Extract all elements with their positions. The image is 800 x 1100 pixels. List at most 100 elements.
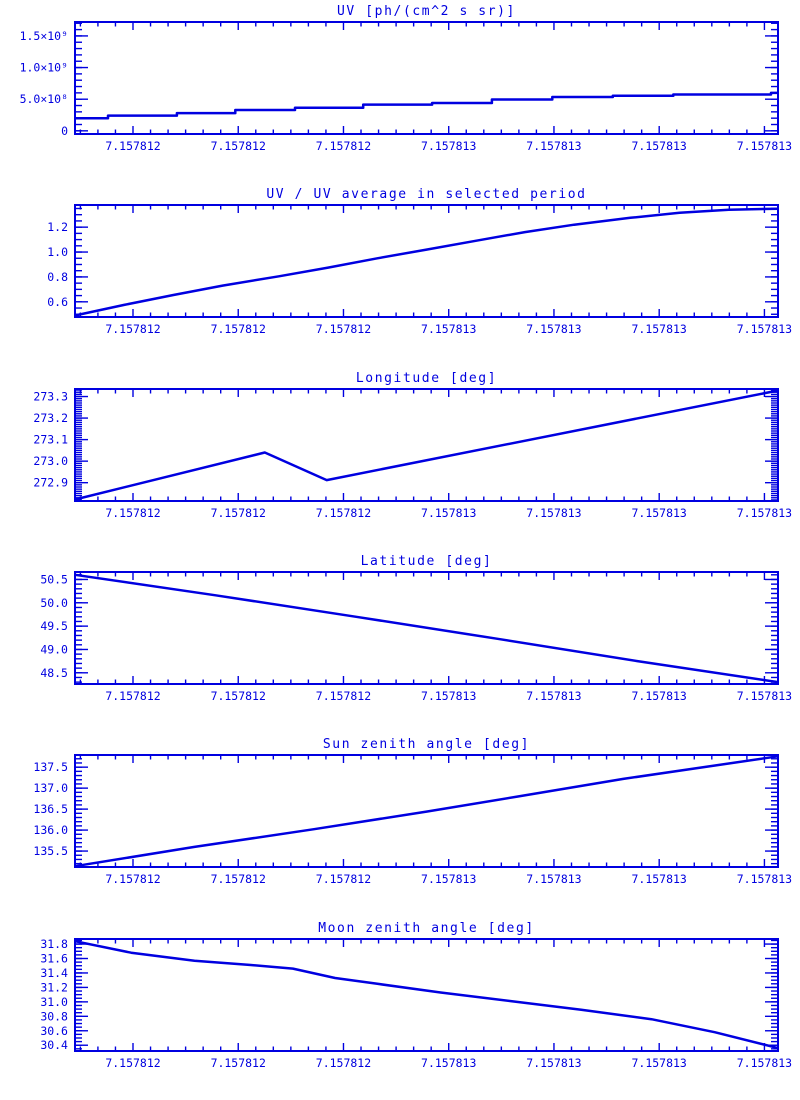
axes-frame bbox=[74, 204, 779, 319]
data-line bbox=[74, 388, 779, 501]
x-tick-label: 7.157813 bbox=[632, 506, 687, 520]
x-tick-label: 7.157813 bbox=[737, 1056, 792, 1070]
data-line bbox=[74, 207, 779, 318]
plot-title: Moon zenith angle [deg] bbox=[318, 921, 535, 936]
y-tick-label: 0.8 bbox=[47, 270, 68, 284]
x-tick-label: 7.157813 bbox=[737, 689, 792, 703]
plot-section-latitude: Latitude [deg] 48.5 49.0 49.5 50.0 50.5 7.1578… bbox=[0, 550, 800, 733]
plot-section-uv-ratio: UV / UV average in selected period 0.6 0.8… bbox=[0, 183, 800, 366]
x-tick-label: 7.157813 bbox=[421, 1056, 476, 1070]
x-tick-label: 7.157813 bbox=[526, 506, 581, 520]
x-tick-label: 7.157812 bbox=[211, 1056, 266, 1070]
y-tick-label: 1.0 bbox=[47, 245, 68, 259]
plot-section-sun-zenith: Sun zenith angle [deg] 135.5 136.0 136.5 137… bbox=[0, 733, 800, 916]
tick-marks bbox=[76, 389, 777, 501]
tick-marks bbox=[76, 939, 777, 1050]
y-tick-label: 1.5×10⁹ bbox=[20, 29, 68, 43]
plot-title: Latitude [deg] bbox=[361, 554, 493, 569]
x-tick-label: 7.157813 bbox=[737, 139, 792, 153]
x-tick-label: 7.157812 bbox=[211, 872, 266, 886]
tick-marks bbox=[76, 572, 777, 683]
x-tick-label: 7.157812 bbox=[105, 506, 160, 520]
x-tick-label: 7.157813 bbox=[737, 322, 792, 336]
y-tick-label: 31.6 bbox=[40, 951, 68, 965]
y-tick-label: 0 bbox=[61, 124, 68, 138]
x-tick-label: 7.157813 bbox=[421, 506, 476, 520]
x-tick-label: 7.157812 bbox=[211, 689, 266, 703]
data-line bbox=[74, 755, 779, 868]
y-tick-label: 30.6 bbox=[40, 1023, 68, 1037]
axes-frame bbox=[74, 754, 779, 869]
x-tick-label: 7.157813 bbox=[526, 139, 581, 153]
x-tick-label: 7.157812 bbox=[105, 1056, 160, 1070]
x-tick-label: 7.157812 bbox=[105, 139, 160, 153]
plot-section-longitude: Longitude [deg] 272.9 273.0 273.1 273.2 273.3… bbox=[0, 367, 800, 550]
x-tick-label: 7.157813 bbox=[632, 139, 687, 153]
x-tick-label: 7.157812 bbox=[316, 689, 371, 703]
y-tick-label: 136.0 bbox=[33, 823, 68, 837]
x-tick-label: 7.157813 bbox=[737, 872, 792, 886]
y-tick-label: 136.5 bbox=[33, 802, 68, 816]
y-tick-label: 273.2 bbox=[33, 411, 68, 425]
y-tick-label: 273.3 bbox=[33, 389, 68, 403]
uv-ratio-chart: UV / UV average in selected period 0.6 0.8… bbox=[47, 187, 792, 336]
y-tick-label: 31.2 bbox=[40, 980, 68, 994]
x-tick-label: 7.157813 bbox=[526, 322, 581, 336]
y-tick-label: 30.4 bbox=[40, 1038, 68, 1052]
y-tick-label: 135.5 bbox=[33, 844, 68, 858]
tick-marks bbox=[76, 756, 777, 867]
y-tick-label: 31.8 bbox=[40, 937, 68, 951]
x-tick-label: 7.157813 bbox=[421, 322, 476, 336]
x-tick-label: 7.157813 bbox=[632, 322, 687, 336]
plot-title: Sun zenith angle [deg] bbox=[323, 737, 530, 752]
x-tick-label: 7.157812 bbox=[211, 139, 266, 153]
axes-frame bbox=[74, 570, 779, 685]
x-tick-label: 7.157812 bbox=[211, 322, 266, 336]
x-tick-label: 7.157813 bbox=[421, 689, 476, 703]
plot-section-uv: UV [ph/(cm^2 s sr)] 0 5.0×10⁸ 1.0×10⁹ 1.5×10… bbox=[0, 0, 800, 183]
longitude-chart: Longitude [deg] 272.9 273.0 273.1 273.2 273.3… bbox=[33, 371, 792, 520]
y-tick-label: 272.9 bbox=[33, 475, 68, 489]
x-tick-label: 7.157812 bbox=[316, 1056, 371, 1070]
x-tick-label: 7.157813 bbox=[526, 872, 581, 886]
data-line bbox=[74, 573, 779, 684]
x-tick-label: 7.157812 bbox=[105, 872, 160, 886]
data-line bbox=[74, 939, 779, 1049]
y-tick-label: 0.6 bbox=[47, 295, 68, 309]
latitude-chart: Latitude [deg] 48.5 49.0 49.5 50.0 50.5 7.1578… bbox=[40, 554, 792, 703]
y-tick-label: 31.4 bbox=[40, 966, 68, 980]
y-tick-label: 5.0×10⁸ bbox=[20, 92, 68, 106]
y-tick-label: 31.0 bbox=[40, 995, 68, 1009]
sun-zenith-chart: Sun zenith angle [deg] 135.5 136.0 136.5 137… bbox=[33, 737, 792, 886]
axes-frame bbox=[74, 20, 779, 135]
tick-marks bbox=[76, 22, 777, 133]
axes-frame bbox=[74, 937, 779, 1052]
y-tick-label: 49.0 bbox=[40, 642, 68, 656]
y-tick-label: 273.0 bbox=[33, 454, 68, 468]
x-tick-label: 7.157812 bbox=[211, 506, 266, 520]
y-tick-label: 137.5 bbox=[33, 760, 68, 774]
data-line bbox=[75, 91, 778, 120]
plot-title: UV / UV average in selected period bbox=[266, 187, 586, 202]
plot-title: Longitude [deg] bbox=[356, 371, 497, 386]
y-tick-label: 50.0 bbox=[40, 596, 68, 610]
x-tick-label: 7.157813 bbox=[421, 872, 476, 886]
y-tick-label: 273.1 bbox=[33, 432, 68, 446]
x-tick-label: 7.157813 bbox=[526, 689, 581, 703]
x-tick-label: 7.157812 bbox=[316, 506, 371, 520]
tick-marks bbox=[76, 206, 777, 317]
y-tick-label: 50.5 bbox=[40, 572, 68, 586]
y-tick-label: 30.8 bbox=[40, 1009, 68, 1023]
x-tick-label: 7.157812 bbox=[316, 139, 371, 153]
x-tick-label: 7.157813 bbox=[737, 506, 792, 520]
x-tick-label: 7.157812 bbox=[316, 872, 371, 886]
y-tick-label: 137.0 bbox=[33, 781, 68, 795]
x-tick-label: 7.157812 bbox=[105, 689, 160, 703]
y-tick-label: 48.5 bbox=[40, 666, 68, 680]
x-tick-label: 7.157813 bbox=[632, 872, 687, 886]
y-tick-label: 49.5 bbox=[40, 619, 68, 633]
moon-zenith-chart: Moon zenith angle [deg]30.430.630.831.03… bbox=[40, 921, 792, 1070]
x-tick-label: 7.157812 bbox=[316, 322, 371, 336]
x-tick-label: 7.157812 bbox=[105, 322, 160, 336]
